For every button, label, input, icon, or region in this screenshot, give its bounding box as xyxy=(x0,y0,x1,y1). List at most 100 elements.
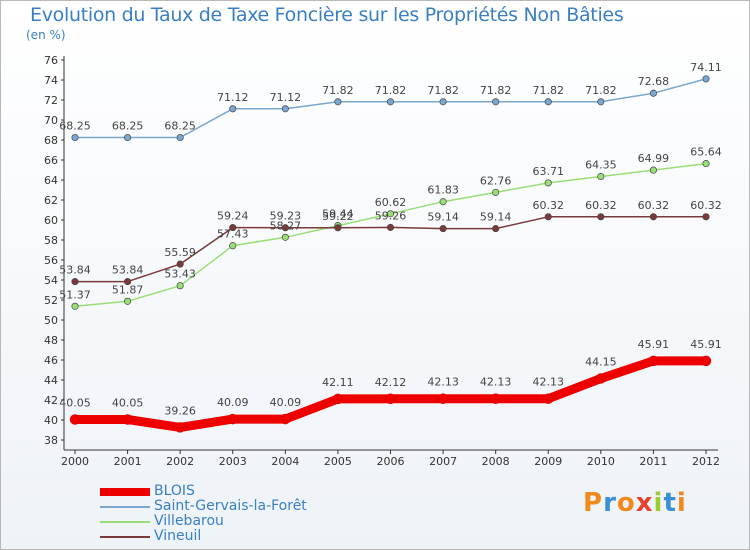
series-0-point xyxy=(437,393,449,404)
series-3-point xyxy=(334,224,342,232)
series-2-data-label: 64.99 xyxy=(638,152,670,165)
series-3-data-label: 53.84 xyxy=(112,264,144,277)
y-tick-label: 48 xyxy=(44,334,58,347)
x-tick-label: 2008 xyxy=(482,455,510,468)
proxiti-logo: Proxiti xyxy=(583,488,687,518)
logo-letter: i xyxy=(653,488,664,518)
series-1-data-label: 71.82 xyxy=(375,84,407,97)
y-tick-label: 54 xyxy=(44,274,58,287)
series-1-point xyxy=(229,105,237,113)
series-2-point xyxy=(71,302,79,310)
series-3-data-label: 59.22 xyxy=(322,210,354,223)
axes: 38 40 42 44 46 48 50 52 54 56 58 60 62 64 66 68 70 72 74 76… xyxy=(44,54,720,468)
logo-letter: x xyxy=(635,488,654,518)
series-1-point xyxy=(386,98,395,106)
logo-letter: o xyxy=(616,488,636,518)
series-line-2 xyxy=(74,162,707,308)
series-3-data-label: 60.32 xyxy=(690,199,722,212)
chart-title: Evolution du Taux de Taxe Foncière sur l… xyxy=(30,4,624,26)
legend-swatch xyxy=(100,521,150,523)
x-tick-label: 2012 xyxy=(692,455,720,468)
x-tick-label: 2003 xyxy=(219,455,247,468)
data-labels-layer: 40.05 40.05 39.26 40.09 40.09 42.11 42.12 42.13… xyxy=(59,61,722,417)
series-3-point xyxy=(124,278,132,286)
series-2-data-label: 51.87 xyxy=(112,283,144,296)
y-tick-label: 52 xyxy=(44,294,58,307)
series-1-data-label: 68.25 xyxy=(164,120,196,133)
series-3-point xyxy=(439,225,447,233)
series-0-data-label: 42.13 xyxy=(427,376,459,389)
series-3-data-label: 60.32 xyxy=(638,199,670,212)
x-tick-label: 2000 xyxy=(61,455,89,468)
series-2-point xyxy=(439,198,447,206)
legend-label: BLOIS xyxy=(154,483,195,499)
series-1-data-label: 71.82 xyxy=(322,84,354,97)
series-0-point xyxy=(174,422,186,433)
series-2-point xyxy=(597,172,605,181)
legend-swatch xyxy=(100,506,150,508)
series-3-point xyxy=(71,278,79,286)
series-0-data-label: 40.09 xyxy=(217,396,249,409)
x-tick-label: 2001 xyxy=(114,455,142,468)
series-3-data-label: 59.23 xyxy=(270,210,302,223)
series-3-point xyxy=(544,213,552,221)
series-2-data-label: 58.27 xyxy=(270,219,302,232)
series-0-data-label: 42.13 xyxy=(533,376,565,389)
x-tick-label: 2011 xyxy=(639,455,667,468)
series-3-point xyxy=(386,223,395,231)
series-2-data-label: 53.43 xyxy=(164,268,196,281)
y-tick-label: 46 xyxy=(44,354,58,367)
series-3-data-label: 60.32 xyxy=(533,199,565,212)
series-0-point xyxy=(543,393,554,404)
series-1-point xyxy=(492,98,500,106)
series-2-data-label: 61.83 xyxy=(427,184,459,197)
series-1-data-label: 68.25 xyxy=(59,120,91,133)
x-tick-label: 2005 xyxy=(324,455,352,468)
series-1-data-label: 68.25 xyxy=(112,120,144,133)
series-2-point xyxy=(176,282,184,290)
logo-letter: i xyxy=(676,488,687,518)
series-1-point xyxy=(544,98,552,106)
series-0-point xyxy=(280,413,291,425)
series-1-data-label: 71.12 xyxy=(270,91,302,104)
series-2-data-label: 64.35 xyxy=(585,159,617,172)
y-tick-label: 62 xyxy=(44,194,58,207)
series-0-point xyxy=(700,355,712,367)
y-tick-label: 42 xyxy=(44,394,58,407)
series-1-point xyxy=(649,89,657,97)
series-3-point xyxy=(281,224,289,232)
series-2-data-label: 60.62 xyxy=(375,196,407,209)
y-tick-label: 74 xyxy=(44,74,58,87)
chart-y-unit: (en %) xyxy=(26,28,66,42)
series-2-data-label: 65.64 xyxy=(690,146,722,159)
series-3-data-label: 53.84 xyxy=(59,264,91,277)
series-2-point xyxy=(492,188,500,196)
series-1-point xyxy=(702,75,710,83)
series-1-point xyxy=(124,133,132,142)
series-2-point xyxy=(649,166,657,174)
series-2-data-label: 62.76 xyxy=(480,174,512,187)
series-3-data-label: 59.24 xyxy=(217,210,249,223)
series-2-point xyxy=(124,297,132,305)
y-tick-label: 66 xyxy=(44,154,58,167)
x-tick-label: 2010 xyxy=(587,455,615,468)
series-0-point xyxy=(595,373,607,384)
series-0-data-label: 45.91 xyxy=(690,338,722,351)
series-2-point xyxy=(386,210,395,218)
series-0-data-label: 40.05 xyxy=(59,397,91,410)
series-3-point xyxy=(597,213,605,221)
series-0-point xyxy=(69,414,81,425)
x-tick-label: 2004 xyxy=(271,455,299,468)
series-0-point xyxy=(122,414,133,425)
series-1-data-label: 74.11 xyxy=(690,61,722,74)
series-2-point xyxy=(702,160,710,168)
series-0-data-label: 40.05 xyxy=(112,397,144,410)
series-1-data-label: 71.82 xyxy=(480,84,512,97)
series-3-data-label: 59.14 xyxy=(480,211,512,224)
series-1-point xyxy=(71,133,79,142)
series-3-data-label: 59.26 xyxy=(375,209,407,222)
series-0-point xyxy=(490,393,501,404)
series-2-data-label: 59.44 xyxy=(322,208,354,221)
